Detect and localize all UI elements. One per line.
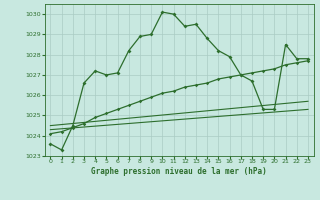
X-axis label: Graphe pression niveau de la mer (hPa): Graphe pression niveau de la mer (hPa) [91,167,267,176]
